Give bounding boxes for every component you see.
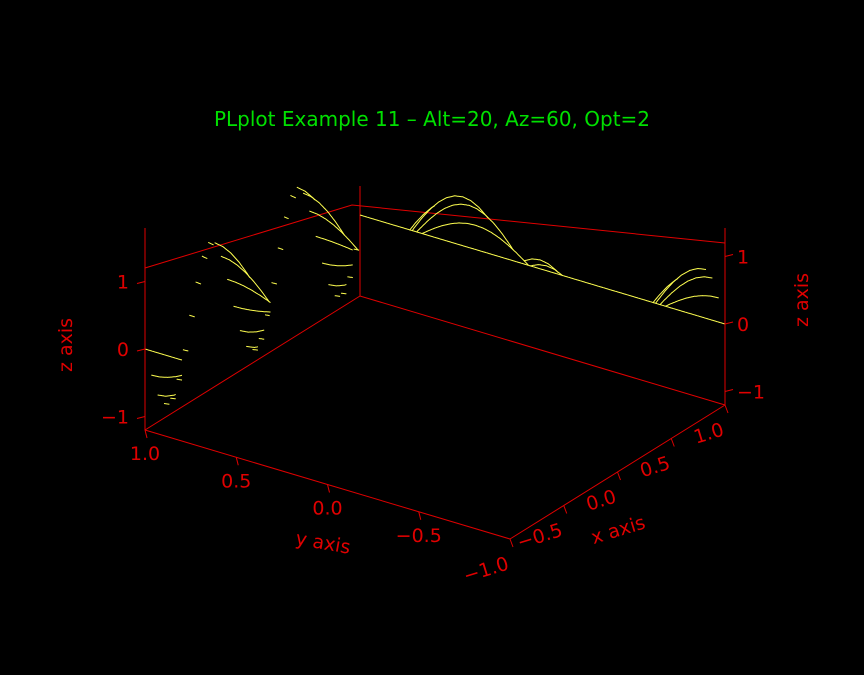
surface-line <box>416 203 514 251</box>
y-tick <box>235 457 239 466</box>
surface-line <box>659 276 713 305</box>
surface-line <box>176 378 183 381</box>
z-tick-left <box>136 416 146 419</box>
surface-line <box>246 345 259 349</box>
surface-line <box>151 374 183 378</box>
surface-line <box>283 216 289 220</box>
box-top-back-edges <box>144 204 726 269</box>
surface-line <box>277 247 284 251</box>
z-tick-label-left: −1 <box>101 407 129 429</box>
surface-line <box>655 267 707 304</box>
surface-line <box>347 276 353 279</box>
y-tick-label: −0.5 <box>396 525 442 547</box>
surface-line <box>214 242 251 278</box>
z-tick-label-left: 1 <box>117 272 129 294</box>
surface-line <box>523 258 559 273</box>
surface-line <box>239 329 265 333</box>
surface-line <box>321 262 353 267</box>
surface-line <box>309 210 359 251</box>
surface-line <box>201 255 208 260</box>
z-tick-left <box>136 348 146 352</box>
surface-line <box>163 403 170 405</box>
surface-line <box>302 192 345 236</box>
surface-line <box>264 314 270 317</box>
z-tick-right <box>724 254 734 257</box>
x-tick <box>509 538 514 548</box>
y-tick-label: 0.0 <box>312 498 342 520</box>
surface-line <box>189 314 195 318</box>
surface-line <box>290 194 297 199</box>
y-tick-label: 1.0 <box>130 443 160 465</box>
surface-line <box>157 394 176 397</box>
surface-line <box>182 349 189 352</box>
axes-box-back <box>144 186 726 431</box>
z-tick-label-right: 1 <box>737 247 749 269</box>
surface-line <box>359 214 726 325</box>
x-tick <box>670 438 675 447</box>
surface-line <box>328 284 347 287</box>
y-tick <box>144 429 148 439</box>
z-tick-label-right: 0 <box>737 314 749 336</box>
y-tick-label: 0.5 <box>221 470 251 492</box>
surface-line <box>170 397 176 400</box>
surface-line <box>411 195 489 231</box>
surface-line <box>271 282 278 285</box>
y-tick <box>418 511 422 520</box>
surface-line <box>227 278 271 304</box>
z-tick-right <box>724 321 734 325</box>
surface-line <box>220 255 270 303</box>
y-tick <box>327 484 330 493</box>
x-tick <box>617 471 621 481</box>
box-bottom-back-edges <box>144 295 726 431</box>
surface-line <box>665 295 719 307</box>
surface-line <box>296 186 316 201</box>
surface-line <box>652 278 679 304</box>
surface-line <box>334 295 341 297</box>
z-axis-label-left: z axis <box>55 318 77 372</box>
z-tick-right <box>724 389 734 392</box>
surface-line <box>207 241 214 246</box>
chart-title: PLplot Example 11 – Alt=20, Az=60, Opt=2 <box>214 107 650 131</box>
z-tick-label-left: 0 <box>117 339 129 361</box>
surface-line <box>258 338 265 340</box>
surface-line <box>340 292 347 295</box>
surface-line <box>252 349 258 351</box>
surface-mesh <box>144 186 726 405</box>
surface-line <box>144 348 183 361</box>
x-tick <box>563 505 568 514</box>
surface-line <box>233 305 271 313</box>
surface-line <box>315 235 353 251</box>
surface-line <box>195 281 202 285</box>
surface-line <box>409 205 435 231</box>
z-tick-left <box>136 281 146 284</box>
z-tick-label-right: −1 <box>737 382 765 404</box>
z-axis-label-right: z axis <box>791 273 813 327</box>
surface-line <box>421 222 529 266</box>
x-tick <box>724 404 729 414</box>
